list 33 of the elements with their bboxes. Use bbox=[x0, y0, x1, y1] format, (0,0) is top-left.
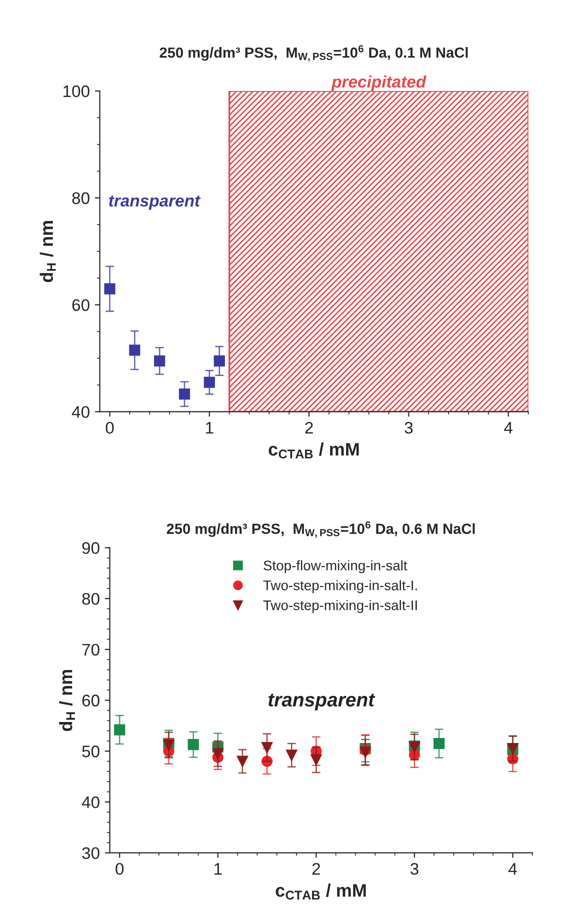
y-tick-label: 60 bbox=[82, 694, 100, 706]
x-tick-label: 0 bbox=[106, 422, 114, 434]
x-tick-label: 1 bbox=[206, 422, 214, 434]
chart-title: 250 mg/dm³ PSS, M$_{W,PSS}$=10$^{6}$ Da, 0.6 M NaCl bbox=[166, 521, 475, 538]
x-tick-label: 4 bbox=[508, 863, 517, 875]
x-tick-label: 2 bbox=[305, 422, 313, 434]
y-axis-title: d$_{H}$ / nm bbox=[59, 670, 75, 732]
x-tick-label: 3 bbox=[404, 422, 413, 434]
y-tick-label: 60 bbox=[72, 299, 90, 312]
x-tick-label: 1 bbox=[214, 863, 222, 875]
y-tick-label: 30 bbox=[82, 847, 100, 860]
y-axis-title: d$_{H}$ / nm bbox=[40, 221, 56, 282]
x-tick-label: 3 bbox=[410, 862, 418, 875]
x-axis-title: c$_{CTAB}$ / mM bbox=[268, 442, 359, 458]
legend-label: Two-step-mixing-in-salt-I. bbox=[263, 580, 417, 594]
y-tick-label: 40 bbox=[72, 406, 90, 418]
x-axis-title: c$_{CTAB}$ / mM bbox=[276, 884, 366, 900]
chart-title: 250 mg/dm³ PSS, M$_{W,PSS}$=10$^{6}$ Da, 0.1 M NaCl bbox=[160, 45, 468, 62]
x-tick-label: 0 bbox=[116, 862, 124, 875]
y-tick-label: 80 bbox=[72, 192, 90, 204]
legend-label: Stop-flow-mixing-in-salt bbox=[264, 560, 408, 574]
y-tick-label: 70 bbox=[82, 644, 100, 656]
y-tick-label: 50 bbox=[82, 746, 100, 758]
band-label: precipitated bbox=[331, 75, 426, 91]
y-tick-label: 90 bbox=[82, 542, 100, 554]
y-tick-label: 100 bbox=[64, 85, 90, 98]
x-tick-label: 4 bbox=[504, 422, 513, 434]
annotation: transparent bbox=[109, 196, 201, 210]
legend-label: Two-step-mixing-in-salt-II bbox=[263, 600, 417, 613]
y-tick-label: 80 bbox=[82, 592, 100, 605]
annotation: transparent bbox=[268, 694, 376, 710]
x-tick-label: 2 bbox=[312, 862, 320, 875]
y-tick-label: 40 bbox=[82, 796, 100, 808]
